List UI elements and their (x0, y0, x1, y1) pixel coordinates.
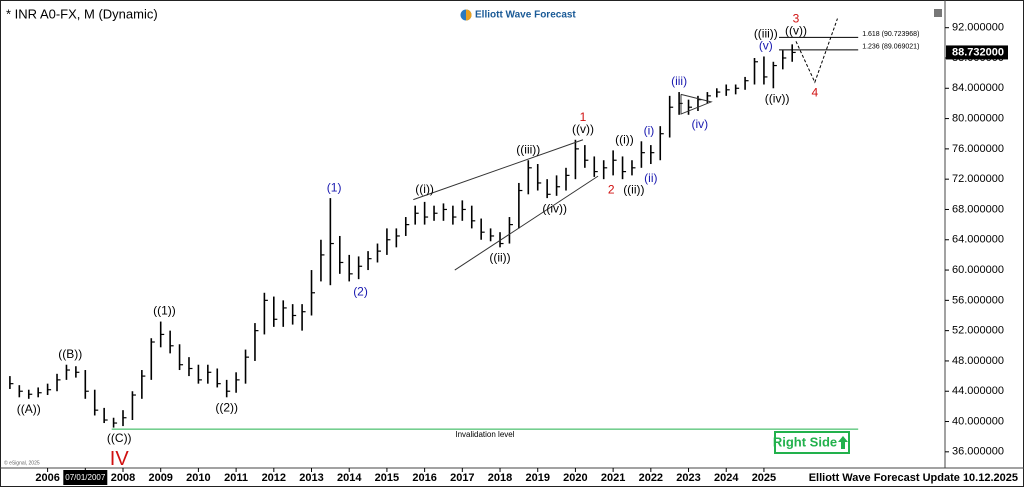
x-tick-label: 2023 (676, 472, 700, 484)
y-tick-label: 76.000000 (952, 143, 1004, 155)
footer: Elliott Wave Forecast Update 10.12.2025 (809, 472, 1018, 484)
x-tick-label: 2009 (148, 472, 172, 484)
trendline (454, 175, 599, 271)
wave-label: IV (110, 448, 130, 470)
x-tick-label: 2022 (639, 472, 663, 484)
wave-label: (i) (644, 123, 655, 137)
y-tick-label: 48.000000 (952, 355, 1004, 367)
wave-label: ((i)) (615, 133, 634, 147)
x-tick-label: 2021 (601, 472, 625, 484)
crosshair-date-box (63, 470, 108, 485)
y-tick-label: 72.000000 (952, 173, 1004, 185)
y-tick-label: 56.000000 (952, 294, 1004, 306)
wave-label: (2) (353, 285, 368, 299)
y-tick-label: 36.000000 (952, 446, 1004, 458)
logo: Elliott Wave Forecast (460, 9, 576, 21)
chart-title: * INR A0-FX, M (Dynamic) (6, 6, 158, 21)
level-label: 1.618 (90.723968) (862, 31, 919, 38)
level-label: Invalidation level (455, 430, 514, 439)
x-tick-label: 2015 (375, 472, 399, 484)
right-side-badge: Right Side (773, 431, 850, 454)
x-tick-label: 2019 (525, 472, 549, 484)
wave-label: 2 (608, 182, 615, 196)
trendline (413, 139, 584, 201)
badge-arrow (838, 436, 848, 449)
logo-icon-half (466, 9, 472, 21)
y-tick-label: 80.000000 (952, 112, 1004, 124)
copyright: © eSignal, 2025 (4, 459, 40, 466)
wave-label: ((iv)) (765, 91, 790, 105)
x-tick-label: 2013 (299, 472, 323, 484)
x-tick-label: 2016 (412, 472, 436, 484)
x-tick-label: 2018 (488, 472, 512, 484)
x-tick-label: 2008 (111, 472, 135, 484)
last-price: 88.732000 (952, 46, 1004, 58)
wave-label: ((ii)) (623, 182, 644, 196)
wave-label: 3 (793, 11, 800, 25)
x-tick-label: 2014 (337, 472, 362, 484)
wave-label: (iv) (692, 117, 709, 131)
crosshair-date: 07/01/2007 (65, 473, 106, 482)
wave-label: ((iv)) (542, 201, 567, 215)
y-tick-label: 40.000000 (952, 415, 1004, 427)
window-icon[interactable] (934, 9, 942, 17)
x-tick-label: 2017 (450, 472, 474, 484)
wave-label: ((iii)) (516, 142, 540, 156)
wave-label: ((v)) (785, 23, 807, 37)
x-tick-label: 2006 (35, 472, 59, 484)
wave-label: ((A)) (17, 402, 41, 416)
wave-label: (1) (327, 180, 342, 194)
wave-label: ((iii)) (754, 27, 778, 41)
projection (795, 18, 838, 84)
y-tick-label: 44.000000 (952, 385, 1004, 397)
x-tick-label: 2011 (224, 472, 248, 484)
y-tick-label: 52.000000 (952, 325, 1004, 337)
y-tick-label: 68.000000 (952, 203, 1004, 215)
x-tick-label: 2010 (186, 472, 210, 484)
x-tick-label: 2024 (714, 472, 739, 484)
trendline (680, 93, 713, 115)
x-tick-label: 2012 (262, 472, 286, 484)
y-tick-label: 60.000000 (952, 264, 1004, 276)
y-tick-label: 84.000000 (952, 82, 1004, 94)
wave-label: (v) (759, 39, 773, 53)
y-tick-label: 64.000000 (952, 234, 1004, 246)
x-tick-label: 2020 (563, 472, 587, 484)
logo-text: Elliott Wave Forecast (475, 10, 576, 21)
badge-box (774, 431, 850, 454)
wave-label: 1 (580, 110, 587, 124)
level-label: 1.236 (89.069021) (862, 44, 919, 51)
wave-label: ((i)) (415, 182, 434, 196)
last-price-box (946, 45, 1008, 60)
wave-label: ((C)) (107, 431, 132, 445)
y-tick-label: 92.000000 (952, 22, 1004, 34)
wave-label: 4 (811, 85, 818, 99)
wave-label: (iii) (671, 74, 687, 88)
wave-label: ((1)) (153, 304, 176, 318)
wave-label: ((2)) (215, 400, 238, 414)
badge-text: Right Side (773, 434, 837, 449)
wave-label: (ii) (644, 171, 657, 185)
wave-label: ((B)) (58, 347, 82, 361)
wave-label: ((v)) (572, 122, 594, 136)
x-tick-label: 2025 (752, 472, 776, 484)
wave-label: ((ii)) (489, 251, 510, 265)
